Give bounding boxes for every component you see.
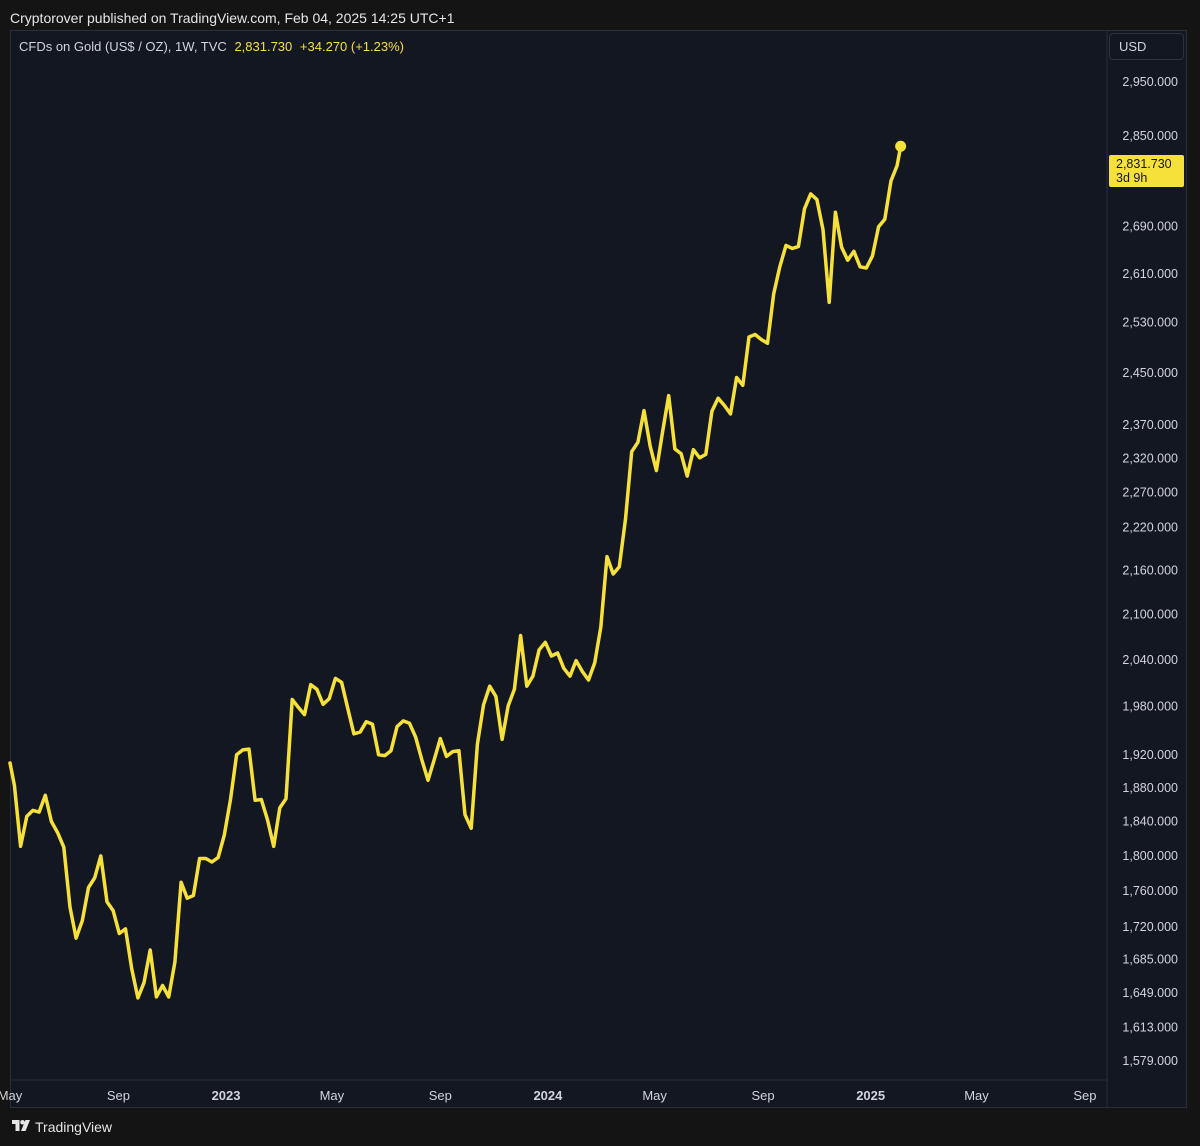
price-tick-label: 1,579.000	[1122, 1054, 1178, 1068]
tradingview-logo-icon	[12, 1120, 30, 1131]
time-tick-label: May	[642, 1088, 667, 1103]
time-tick-label: Sep	[107, 1088, 130, 1103]
chart-panel[interactable]	[10, 30, 1187, 1108]
last-price-value: 2,831.730	[1116, 157, 1172, 171]
time-tick-label: May	[0, 1088, 23, 1103]
price-tick-label: 1,720.000	[1122, 920, 1178, 934]
symbol-legend[interactable]: CFDs on Gold (US$ / OZ), 1W, TVC 2,831.7…	[19, 39, 404, 54]
last-price-label: 2,831.730 3d 9h	[1109, 155, 1184, 187]
price-tick-label: 2,370.000	[1122, 418, 1178, 432]
price-tick-label: 1,613.000	[1122, 1021, 1178, 1035]
price-tick-label: 2,950.000	[1122, 75, 1178, 89]
price-tick-label: 2,100.000	[1122, 607, 1178, 621]
time-tick-label: Sep	[429, 1088, 452, 1103]
currency-button[interactable]: USD	[1109, 33, 1184, 60]
legend-price: 2,831.730	[234, 39, 293, 54]
publisher-text: Cryptorover published on TradingView.com…	[10, 10, 455, 26]
price-tick-label: 1,800.000	[1122, 849, 1178, 863]
price-tick-label: 1,880.000	[1122, 781, 1178, 795]
price-tick-label: 2,850.000	[1122, 129, 1178, 143]
symbol-name[interactable]: CFDs on Gold (US$ / OZ), 1W, TVC	[19, 39, 227, 54]
time-axis[interactable]: May Sep 2023 May Sep 2024 May Sep 2025 May Sep	[0, 1088, 1097, 1103]
price-tick-label: 1,685.000	[1122, 952, 1178, 966]
time-tick-label: 2025	[856, 1088, 885, 1103]
price-tick-label: 1,840.000	[1122, 814, 1178, 828]
price-tick-label: 1,760.000	[1122, 884, 1178, 898]
price-tick-label: 2,610.000	[1122, 267, 1178, 281]
price-axis[interactable]: 2,950.0002,850.0002,770.0002,690.0002,61…	[1122, 75, 1178, 1068]
time-tick-label: May	[320, 1088, 345, 1103]
publisher-header: Cryptorover published on TradingView.com…	[0, 0, 1200, 30]
last-price-dot	[895, 140, 907, 152]
price-tick-label: 1,649.000	[1122, 986, 1178, 1000]
price-tick-label: 2,040.000	[1122, 653, 1178, 667]
tradingview-brand[interactable]: TradingView	[35, 1119, 113, 1135]
price-tick-label: 2,160.000	[1122, 563, 1178, 577]
price-tick-label: 1,920.000	[1122, 748, 1178, 762]
price-tick-label: 2,450.000	[1122, 366, 1178, 380]
bar-countdown: 3d 9h	[1116, 171, 1148, 185]
price-tick-label: 2,690.000	[1122, 220, 1178, 234]
time-tick-label: Sep	[1073, 1088, 1096, 1103]
price-tick-label: 2,320.000	[1122, 451, 1178, 465]
price-tick-label: 2,270.000	[1122, 486, 1178, 500]
price-tick-label: 2,530.000	[1122, 316, 1178, 330]
price-series-line	[8, 144, 903, 1000]
time-tick-label: Sep	[752, 1088, 775, 1103]
legend-change: +34.270 (+1.23%)	[299, 39, 404, 54]
footer-bar	[0, 1108, 1200, 1146]
time-tick-label: 2024	[533, 1088, 563, 1103]
price-tick-label: 2,220.000	[1122, 520, 1178, 534]
time-tick-label: May	[964, 1088, 989, 1103]
time-tick-label: 2023	[212, 1088, 241, 1103]
price-tick-label: 1,980.000	[1122, 700, 1178, 714]
